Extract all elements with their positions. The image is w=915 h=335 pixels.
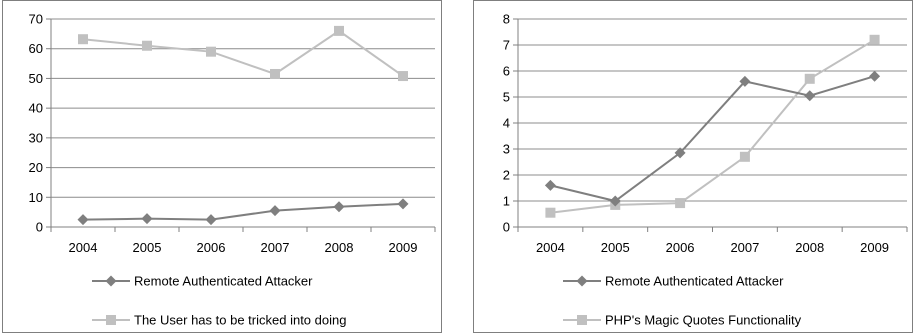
- x-tick-label: 2004: [536, 240, 565, 255]
- x-tick-label: 2006: [197, 240, 226, 255]
- legend-label: Remote Authenticated Attacker: [134, 274, 313, 289]
- y-tick-label: 0: [36, 220, 43, 235]
- x-tick-label: 2004: [69, 240, 98, 255]
- y-tick-label: 6: [503, 64, 510, 79]
- chart-right: 0 1 2 3 4 5 6 7 8 2004 2005 2006 2007 2008 2009 Remote …: [503, 12, 908, 328]
- series-line: [82, 29, 404, 77]
- data-point-square: [142, 40, 152, 51]
- y-tick-label: 4: [503, 116, 510, 131]
- data-point-diamond: [333, 201, 345, 213]
- data-point-square: [545, 207, 556, 218]
- y-tick-label: 2: [503, 168, 510, 183]
- y-tick-label: 5: [503, 90, 510, 105]
- data-point-square: [206, 46, 216, 57]
- chart-panel-left: 0 10 20 30 40 50 60 70 2004 2005 2006 2007 2008 2009 R…: [2, 0, 442, 333]
- legend-marker-diamond: [576, 275, 588, 287]
- data-point-diamond: [674, 147, 686, 159]
- legend-entry: Remote Authenticated Attacker: [92, 274, 313, 289]
- x-tick-label: 2006: [666, 240, 695, 255]
- y-tick-label: 70: [29, 12, 43, 27]
- data-point-square: [804, 73, 815, 84]
- y-tick-label: 50: [29, 71, 43, 86]
- data-point-diamond: [609, 195, 621, 207]
- data-point-diamond: [804, 90, 816, 102]
- y-tick-label: 8: [503, 12, 510, 27]
- y-tick-label: 7: [503, 38, 510, 53]
- data-point-diamond: [205, 214, 217, 226]
- data-point-square: [398, 71, 408, 82]
- x-tick-label: 2009: [389, 240, 418, 255]
- x-tick-label: 2005: [133, 240, 162, 255]
- data-point-square: [270, 68, 280, 79]
- data-point-square: [675, 198, 686, 209]
- data-point-diamond: [77, 214, 89, 226]
- legend-entry: Remote Authenticated Attacker: [563, 274, 784, 289]
- data-point-diamond: [141, 213, 153, 225]
- series-line: [550, 38, 876, 214]
- y-tick-label: 1: [503, 194, 510, 209]
- series-line: [550, 75, 875, 203]
- y-tick-label: 40: [29, 101, 43, 116]
- data-point-square: [334, 25, 344, 36]
- chart-panel-right: 0 1 2 3 4 5 6 7 8 2004 2005 2006 2007 2008 2009 Remote …: [473, 0, 913, 333]
- legend-label: Remote Authenticated Attacker: [605, 274, 784, 289]
- y-tick-label: 0: [503, 220, 510, 235]
- legend-marker-square: [577, 315, 587, 325]
- legend-entry: PHP's Magic Quotes Functionality: [563, 313, 802, 328]
- legend-label: PHP's Magic Quotes Functionality: [605, 313, 802, 328]
- x-tick-label: 2007: [730, 240, 759, 255]
- data-point-diamond: [739, 75, 751, 87]
- chart-left: 0 10 20 30 40 50 60 70 2004 2005 2006 2007 2008 2009 R…: [29, 12, 436, 328]
- data-point-diamond: [269, 205, 281, 217]
- x-tick-label: 2005: [601, 240, 630, 255]
- y-tick-label: 30: [29, 130, 43, 145]
- y-tick-label: 3: [503, 142, 510, 157]
- x-tick-label: 2008: [795, 240, 824, 255]
- x-tick-label: 2008: [325, 240, 354, 255]
- series-line: [82, 202, 404, 221]
- x-tick-label: 2009: [860, 240, 889, 255]
- legend-marker-square: [106, 315, 116, 325]
- data-point-square: [78, 34, 88, 45]
- data-point-diamond: [544, 179, 556, 191]
- y-tick-label: 60: [29, 41, 43, 56]
- data-point-diamond: [869, 70, 881, 82]
- data-point-square: [869, 34, 880, 45]
- legend-label: The User has to be tricked into doing: [134, 313, 346, 328]
- y-tick-label: 10: [29, 190, 43, 205]
- x-tick-label: 2007: [261, 240, 290, 255]
- legend-entry: The User has to be tricked into doing: [92, 313, 346, 328]
- legend-marker-diamond: [105, 275, 117, 287]
- data-point-diamond: [397, 198, 409, 210]
- y-tick-label: 20: [29, 160, 43, 175]
- data-point-square: [739, 151, 750, 162]
